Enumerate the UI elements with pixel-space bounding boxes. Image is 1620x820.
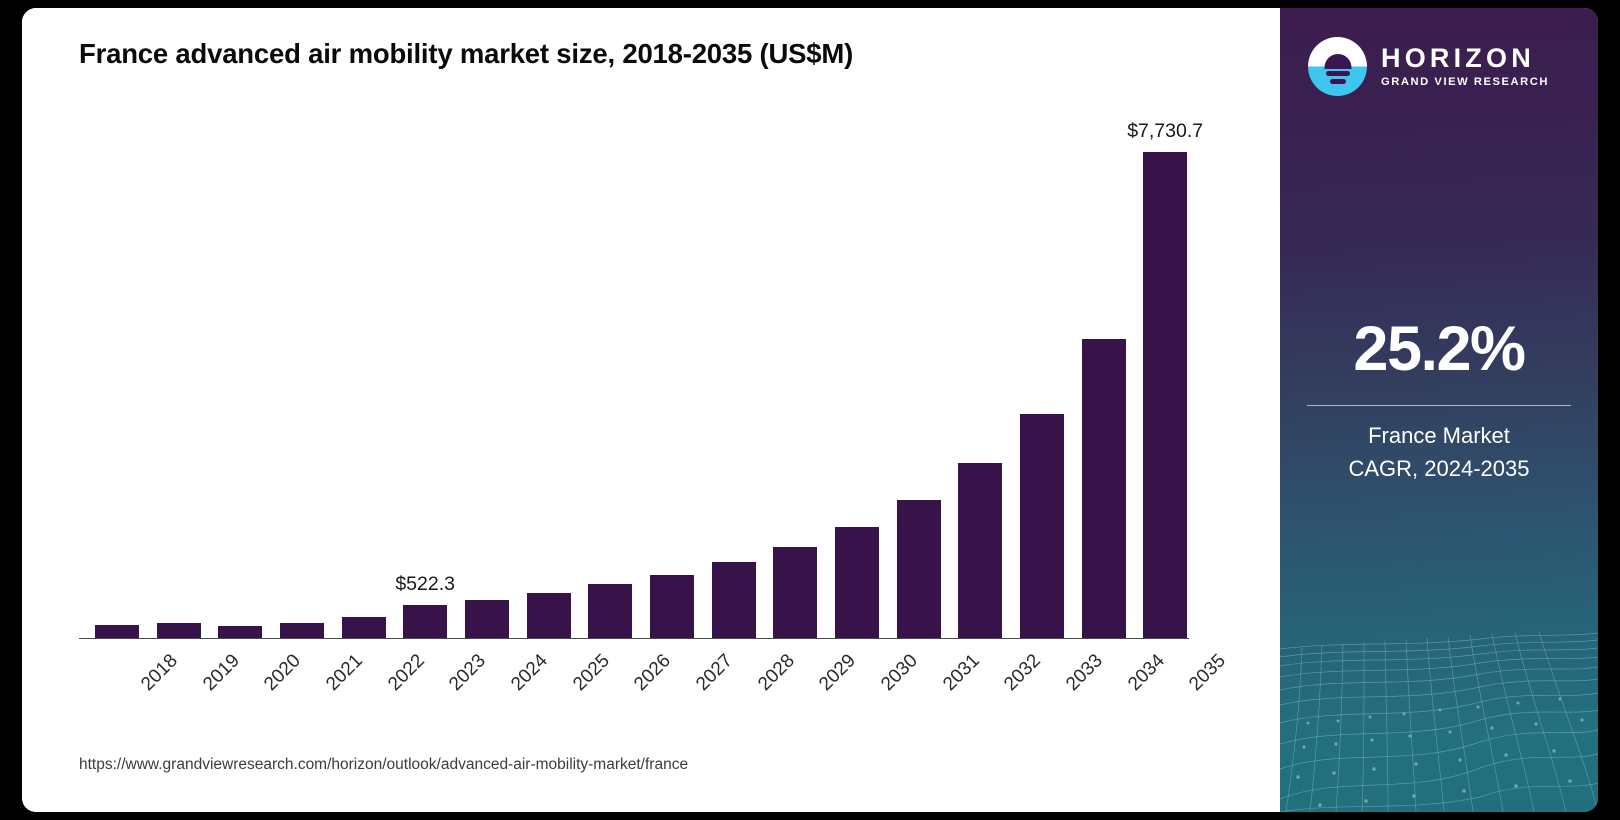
logo-dome-shape — [1324, 53, 1351, 69]
bar-2023[interactable] — [403, 605, 448, 638]
chart-panel: France advanced air mobility market size… — [22, 8, 1280, 812]
x-tick-2018: 2018 — [136, 650, 182, 695]
bar-2022[interactable] — [341, 617, 386, 638]
bar-value-label-2023: $522.3 — [395, 573, 455, 596]
bar-2028[interactable] — [711, 562, 756, 638]
logo-bar-upper — [1325, 70, 1350, 76]
bar-2019[interactable] — [156, 622, 201, 638]
x-tick-2022: 2022 — [383, 650, 429, 695]
source-url[interactable]: https://www.grandviewresearch.com/horizo… — [79, 756, 689, 773]
x-tick-2033: 2033 — [1061, 650, 1107, 695]
branding-panel: HORIZON GRAND VIEW RESEARCH 25.2% France… — [1280, 8, 1598, 812]
bar-2018[interactable] — [94, 625, 139, 638]
bar-2020[interactable] — [218, 626, 263, 638]
cagr-value: 25.2% — [1353, 314, 1526, 384]
bar-value-label-2035: $7,730.7 — [1127, 120, 1204, 142]
cagr-description-line1: France Market — [1368, 423, 1510, 448]
logo-bar-lower — [1329, 78, 1346, 84]
bar-plot: $522.3 $7,730.7 — [79, 108, 1203, 638]
bar-2035[interactable] — [1143, 152, 1188, 638]
logo-wordmark: HORIZON — [1381, 43, 1535, 74]
chart-title: France advanced air mobility market size… — [79, 38, 854, 69]
cagr-divider — [1307, 405, 1571, 407]
horizon-logo-text: HORIZON GRAND VIEW RESEARCH — [1381, 43, 1550, 88]
x-tick-2024: 2024 — [506, 650, 552, 695]
cagr-description-line2: CAGR, 2024-2035 — [1348, 456, 1530, 482]
x-tick-2030: 2030 — [876, 650, 922, 695]
bar-2021[interactable] — [279, 623, 324, 638]
x-tick-2019: 2019 — [198, 650, 244, 695]
x-tick-2026: 2026 — [630, 650, 676, 695]
bar-2031[interactable] — [896, 500, 941, 638]
bar-2024[interactable] — [464, 599, 509, 638]
cagr-description: France Market CAGR, 2024-2035 — [1280, 419, 1598, 486]
x-tick-2021: 2021 — [321, 650, 367, 695]
x-tick-2020: 2020 — [260, 650, 306, 695]
x-tick-2035: 2035 — [1185, 650, 1231, 695]
x-tick-2028: 2028 — [753, 650, 799, 695]
x-tick-2025: 2025 — [568, 650, 614, 695]
bar-2027[interactable] — [649, 574, 694, 638]
x-tick-2027: 2027 — [691, 650, 737, 695]
horizon-logo-icon — [1308, 36, 1367, 96]
bar-2033[interactable] — [1019, 414, 1064, 638]
bar-2026[interactable] — [588, 584, 633, 638]
bar-2032[interactable] — [958, 463, 1003, 638]
x-tick-2034: 2034 — [1123, 650, 1169, 695]
wireframe-mesh-graphic — [1280, 631, 1598, 812]
x-axis-line — [79, 637, 1189, 640]
bar-2029[interactable] — [773, 547, 818, 638]
x-tick-2031: 2031 — [938, 650, 984, 695]
chart-card: France advanced air mobility market size… — [22, 8, 1598, 812]
bar-2030[interactable] — [834, 527, 879, 638]
logo-tagline: GRAND VIEW RESEARCH — [1381, 75, 1550, 88]
x-tick-2023: 2023 — [445, 650, 491, 695]
bar-2034[interactable] — [1081, 338, 1126, 638]
horizon-logo: HORIZON GRAND VIEW RESEARCH — [1308, 35, 1576, 97]
x-tick-2032: 2032 — [1000, 650, 1046, 695]
bar-2025[interactable] — [526, 592, 571, 638]
x-tick-2029: 2029 — [815, 650, 861, 695]
